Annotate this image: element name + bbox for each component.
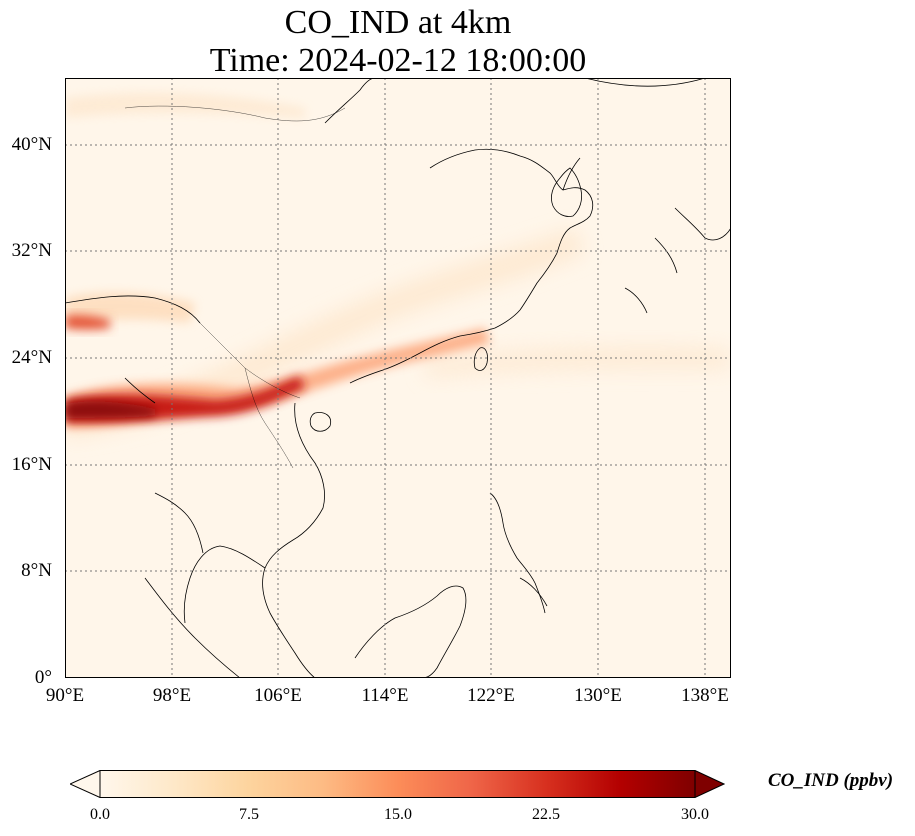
colorbar-tick-1: 7.5 — [239, 806, 259, 823]
coastlines — [65, 78, 731, 678]
lon-tick-138E: 138°E — [681, 685, 729, 706]
borders — [124, 105, 346, 469]
lat-tick-32N: 32°N — [11, 240, 52, 261]
lon-tick-114E: 114°E — [361, 685, 409, 706]
colorbar-frame — [99, 770, 696, 798]
colorbar-gradient — [100, 770, 695, 798]
lat-tick-8N: 8°N — [21, 560, 52, 581]
co-concentration-field — [65, 92, 731, 438]
map-title: CO_IND at 4km Time: 2024-02-12 18:00:00 — [65, 4, 731, 80]
lat-tick-40N: 40°N — [11, 134, 52, 155]
colorbar-tick-4: 30.0 — [681, 806, 709, 823]
colorbar-tick-0: 0.0 — [90, 806, 110, 823]
title-line-1: CO_IND at 4km — [284, 4, 512, 41]
lon-tick-98E: 98°E — [152, 685, 192, 706]
colorbar-tick-2: 15.0 — [384, 806, 412, 823]
field-background — [65, 78, 731, 678]
colorbar-label: CO_IND (ppbv) — [768, 770, 894, 791]
gridlines — [65, 78, 731, 678]
lat-tick-0: 0° — [34, 667, 52, 688]
colorbar — [70, 770, 725, 798]
lon-tick-122E: 122°E — [467, 685, 515, 706]
title-line-2: Time: 2024-02-12 18:00:00 — [209, 42, 587, 79]
lon-tick-106E: 106°E — [254, 685, 302, 706]
lat-tick-24N: 24°N — [11, 347, 52, 368]
colorbar-extend-max — [694, 770, 725, 798]
colorbar-tick-3: 22.5 — [532, 806, 560, 823]
lon-tick-130E: 130°E — [574, 685, 622, 706]
colorbar-extend-min — [70, 770, 101, 798]
map-panel — [65, 78, 731, 678]
lat-tick-16N: 16°N — [11, 454, 52, 475]
map-frame — [65, 78, 731, 678]
lon-tick-90E: 90°E — [45, 685, 85, 706]
